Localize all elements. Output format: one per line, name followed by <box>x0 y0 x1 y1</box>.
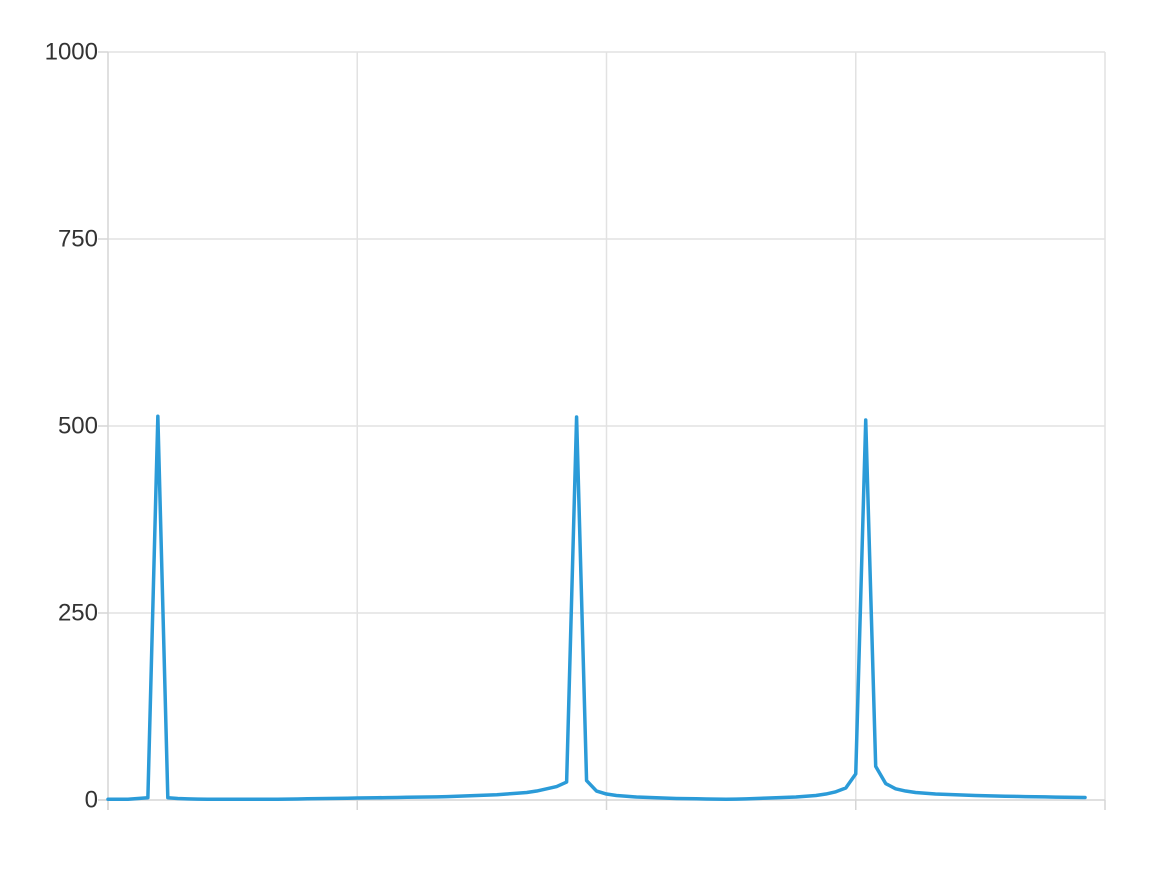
series-layer <box>106 414 1087 801</box>
y-tick-label: 250 <box>58 600 98 627</box>
gridlines <box>108 51 1106 800</box>
series-line <box>106 414 1087 801</box>
y-tick-label: 1000 <box>45 39 98 66</box>
y-tick-label: 500 <box>58 413 98 440</box>
y-tick-label: 750 <box>58 226 98 253</box>
axes <box>98 51 1106 810</box>
tick-labels: 0 250 500 750 1000 <box>45 39 98 814</box>
y-tick-label: 0 <box>85 787 98 814</box>
